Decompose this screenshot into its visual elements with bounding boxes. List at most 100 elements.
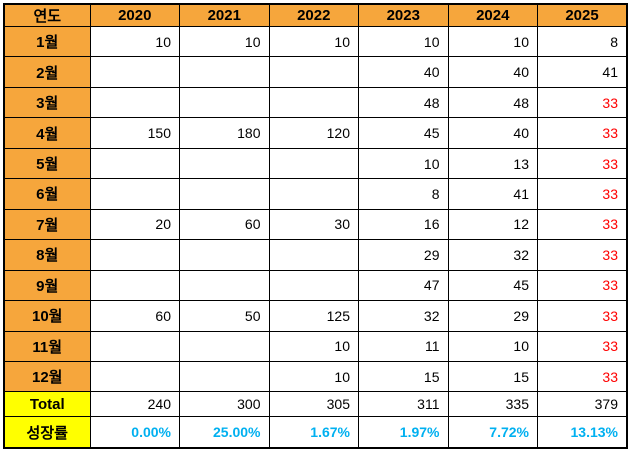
cell-2020-row13[interactable]: 240 [89, 391, 180, 418]
year-header-2023[interactable]: 2023 [358, 3, 449, 27]
cell-2020-row1[interactable]: 10 [89, 25, 180, 58]
cell-2020-row4[interactable]: 150 [89, 117, 180, 149]
cell-2023-row13[interactable]: 311 [358, 391, 449, 418]
row-label-cell[interactable]: 4월 [3, 117, 91, 149]
cell-2024-row3[interactable]: 48 [447, 86, 538, 119]
cell-2022-row11[interactable]: 10 [268, 330, 359, 362]
cell-2025-row1[interactable]: 8 [537, 25, 628, 58]
cell-2023-row9[interactable]: 47 [358, 269, 449, 302]
cell-2022-row3[interactable] [268, 86, 359, 119]
cell-2021-row6[interactable] [179, 178, 270, 210]
cell-2023-row8[interactable]: 29 [358, 239, 449, 271]
cell-2022-row12[interactable]: 10 [268, 360, 359, 393]
cell-2024-row12[interactable]: 15 [447, 360, 538, 393]
cell-2022-row13[interactable]: 305 [268, 391, 359, 418]
cell-2020-row2[interactable] [89, 56, 180, 88]
cell-2021-row2[interactable] [179, 56, 270, 88]
cell-2025-row6[interactable]: 33 [537, 178, 628, 210]
cell-2022-row10[interactable]: 125 [268, 300, 359, 332]
cell-2024-row7[interactable]: 12 [447, 208, 538, 241]
cell-2023-row12[interactable]: 15 [358, 360, 449, 393]
cell-2023-row1[interactable]: 10 [358, 25, 449, 58]
cell-2023-row5[interactable]: 10 [358, 147, 449, 180]
cell-2024-row8[interactable]: 32 [447, 239, 538, 271]
cell-2020-row6[interactable] [89, 178, 180, 210]
row-label-cell[interactable]: 9월 [3, 269, 91, 302]
cell-2021-row1[interactable]: 10 [179, 25, 270, 58]
cell-2020-row10[interactable]: 60 [89, 300, 180, 332]
cell-2024-row9[interactable]: 45 [447, 269, 538, 302]
cell-2024-row10[interactable]: 29 [447, 300, 538, 332]
cell-2021-row10[interactable]: 50 [179, 300, 270, 332]
row-label-cell[interactable]: Total [3, 391, 91, 418]
cell-2022-row4[interactable]: 120 [268, 117, 359, 149]
year-header-2020[interactable]: 2020 [89, 3, 180, 27]
cell-2022-row1[interactable]: 10 [268, 25, 359, 58]
row-label-cell[interactable]: 3월 [3, 86, 91, 119]
cell-2023-row7[interactable]: 16 [358, 208, 449, 241]
cell-2021-row9[interactable] [179, 269, 270, 302]
cell-2021-row8[interactable] [179, 239, 270, 271]
cell-2022-row6[interactable] [268, 178, 359, 210]
row-label-cell[interactable]: 성장률 [3, 416, 91, 449]
row-label-cell[interactable]: 11월 [3, 330, 91, 362]
cell-2024-row2[interactable]: 40 [447, 56, 538, 88]
cell-2020-row14[interactable]: 0.00% [89, 416, 180, 449]
cell-2024-row13[interactable]: 335 [447, 391, 538, 418]
cell-2022-row2[interactable] [268, 56, 359, 88]
cell-2024-row14[interactable]: 7.72% [447, 416, 538, 449]
year-header-2021[interactable]: 2021 [179, 3, 270, 27]
cell-2022-row5[interactable] [268, 147, 359, 180]
cell-2023-row10[interactable]: 32 [358, 300, 449, 332]
cell-2022-row8[interactable] [268, 239, 359, 271]
row-label-cell[interactable]: 12월 [3, 360, 91, 393]
cell-2020-row3[interactable] [89, 86, 180, 119]
cell-2025-row9[interactable]: 33 [537, 269, 628, 302]
cell-2025-row10[interactable]: 33 [537, 300, 628, 332]
cell-2022-row7[interactable]: 30 [268, 208, 359, 241]
cell-2023-row11[interactable]: 11 [358, 330, 449, 362]
cell-2020-row5[interactable] [89, 147, 180, 180]
cell-2021-row5[interactable] [179, 147, 270, 180]
cell-2025-row14[interactable]: 13.13% [537, 416, 628, 449]
cell-2023-row4[interactable]: 45 [358, 117, 449, 149]
cell-2025-row8[interactable]: 33 [537, 239, 628, 271]
cell-2022-row14[interactable]: 1.67% [268, 416, 359, 449]
row-label-cell[interactable]: 1월 [3, 25, 91, 58]
cell-2024-row5[interactable]: 13 [447, 147, 538, 180]
cell-2020-row7[interactable]: 20 [89, 208, 180, 241]
cell-2025-row2[interactable]: 41 [537, 56, 628, 88]
year-header-2025[interactable]: 2025 [537, 3, 628, 27]
cell-2020-row12[interactable] [89, 360, 180, 393]
cell-2023-row3[interactable]: 48 [358, 86, 449, 119]
cell-2021-row11[interactable] [179, 330, 270, 362]
cell-2020-row8[interactable] [89, 239, 180, 271]
cell-2025-row11[interactable]: 33 [537, 330, 628, 362]
row-label-cell[interactable]: 7월 [3, 208, 91, 241]
cell-2025-row5[interactable]: 33 [537, 147, 628, 180]
cell-2025-row7[interactable]: 33 [537, 208, 628, 241]
cell-2025-row3[interactable]: 33 [537, 86, 628, 119]
cell-2022-row9[interactable] [268, 269, 359, 302]
row-label-cell[interactable]: 6월 [3, 178, 91, 210]
cell-2021-row12[interactable] [179, 360, 270, 393]
cell-2021-row7[interactable]: 60 [179, 208, 270, 241]
cell-2024-row6[interactable]: 41 [447, 178, 538, 210]
cell-2023-row6[interactable]: 8 [358, 178, 449, 210]
cell-2025-row12[interactable]: 33 [537, 360, 628, 393]
cell-2021-row14[interactable]: 25.00% [179, 416, 270, 449]
year-header-2024[interactable]: 2024 [447, 3, 538, 27]
cell-2020-row9[interactable] [89, 269, 180, 302]
row-label-cell[interactable]: 5월 [3, 147, 91, 180]
cell-2020-row11[interactable] [89, 330, 180, 362]
cell-2023-row14[interactable]: 1.97% [358, 416, 449, 449]
cell-2021-row3[interactable] [179, 86, 270, 119]
cell-2024-row4[interactable]: 40 [447, 117, 538, 149]
cell-2025-row13[interactable]: 379 [537, 391, 628, 418]
corner-year-label-cell[interactable]: 연도 [3, 3, 91, 27]
cell-2025-row4[interactable]: 33 [537, 117, 628, 149]
cell-2021-row13[interactable]: 300 [179, 391, 270, 418]
cell-2024-row11[interactable]: 10 [447, 330, 538, 362]
cell-2023-row2[interactable]: 40 [358, 56, 449, 88]
row-label-cell[interactable]: 8월 [3, 239, 91, 271]
